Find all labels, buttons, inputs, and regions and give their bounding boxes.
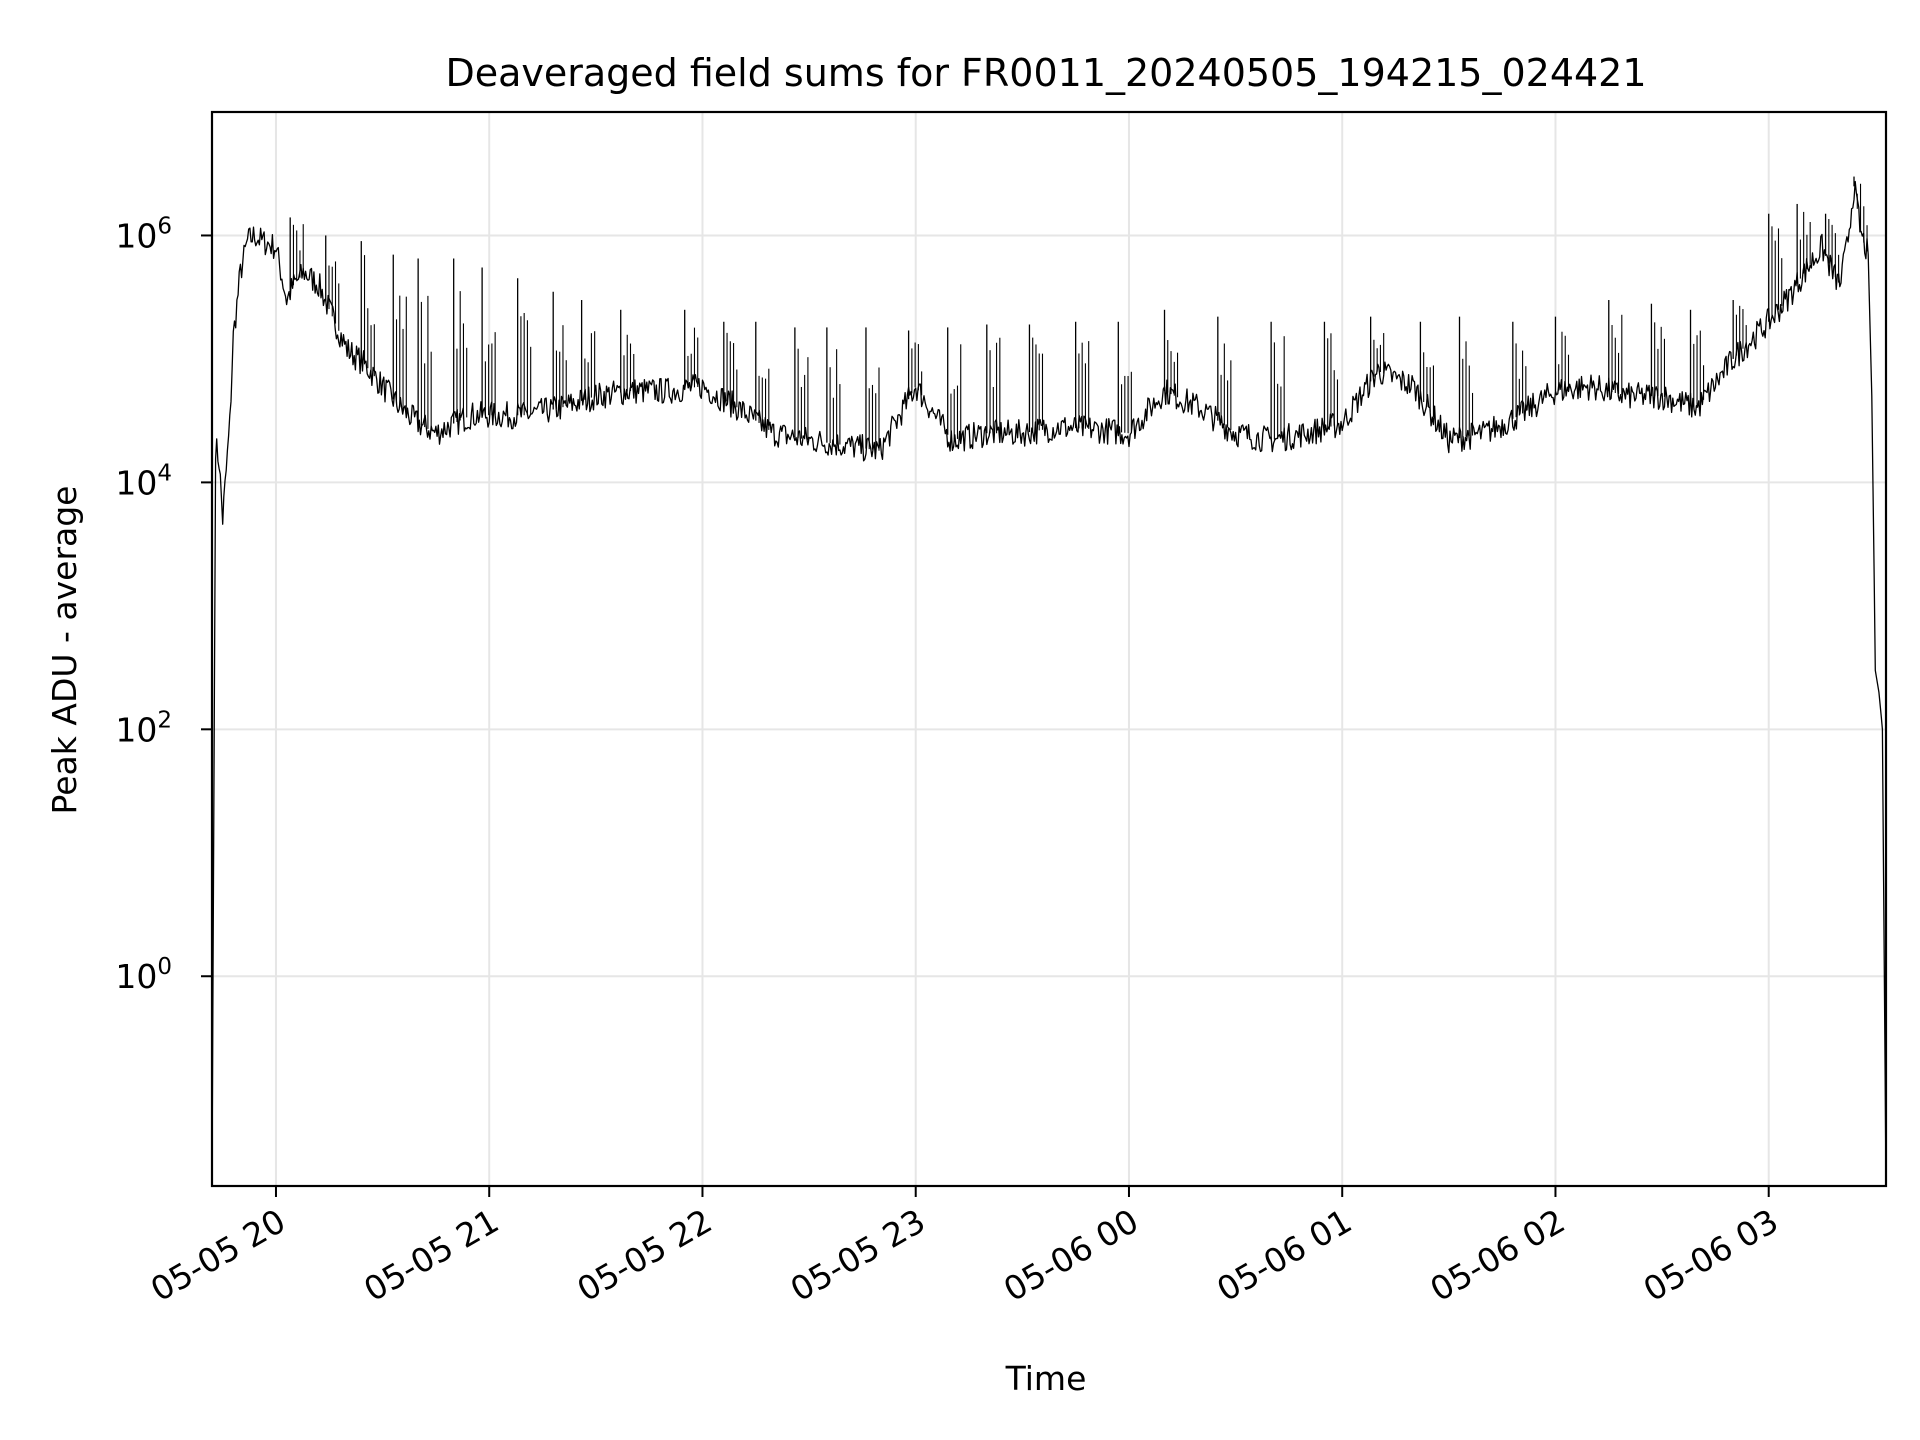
y-tick-base: 10 [115,710,157,749]
y-tick-exponent: 0 [157,954,172,980]
y-tick-exponent: 6 [157,213,172,239]
chart-title: Deaveraged field sums for FR0011_2024050… [445,51,1646,95]
plot-area-frame [210,110,1888,1188]
y-tick-base: 10 [115,216,157,255]
series-line [211,180,1887,1187]
y-axis-label: Peak ADU - average [45,486,84,815]
grid [212,112,1886,1186]
y-tick-label: 106 [115,213,172,255]
y-tick-base: 10 [115,957,157,996]
y-tick-exponent: 4 [157,460,172,486]
y-tick-label: 102 [115,707,172,749]
y-tick-base: 10 [115,463,157,502]
y-tick-label: 104 [115,460,172,502]
x-axis-label: Time [1005,1359,1087,1398]
series-spikes [289,176,1868,451]
y-tick-label: 100 [115,954,172,996]
y-tick-exponent: 2 [157,707,172,733]
